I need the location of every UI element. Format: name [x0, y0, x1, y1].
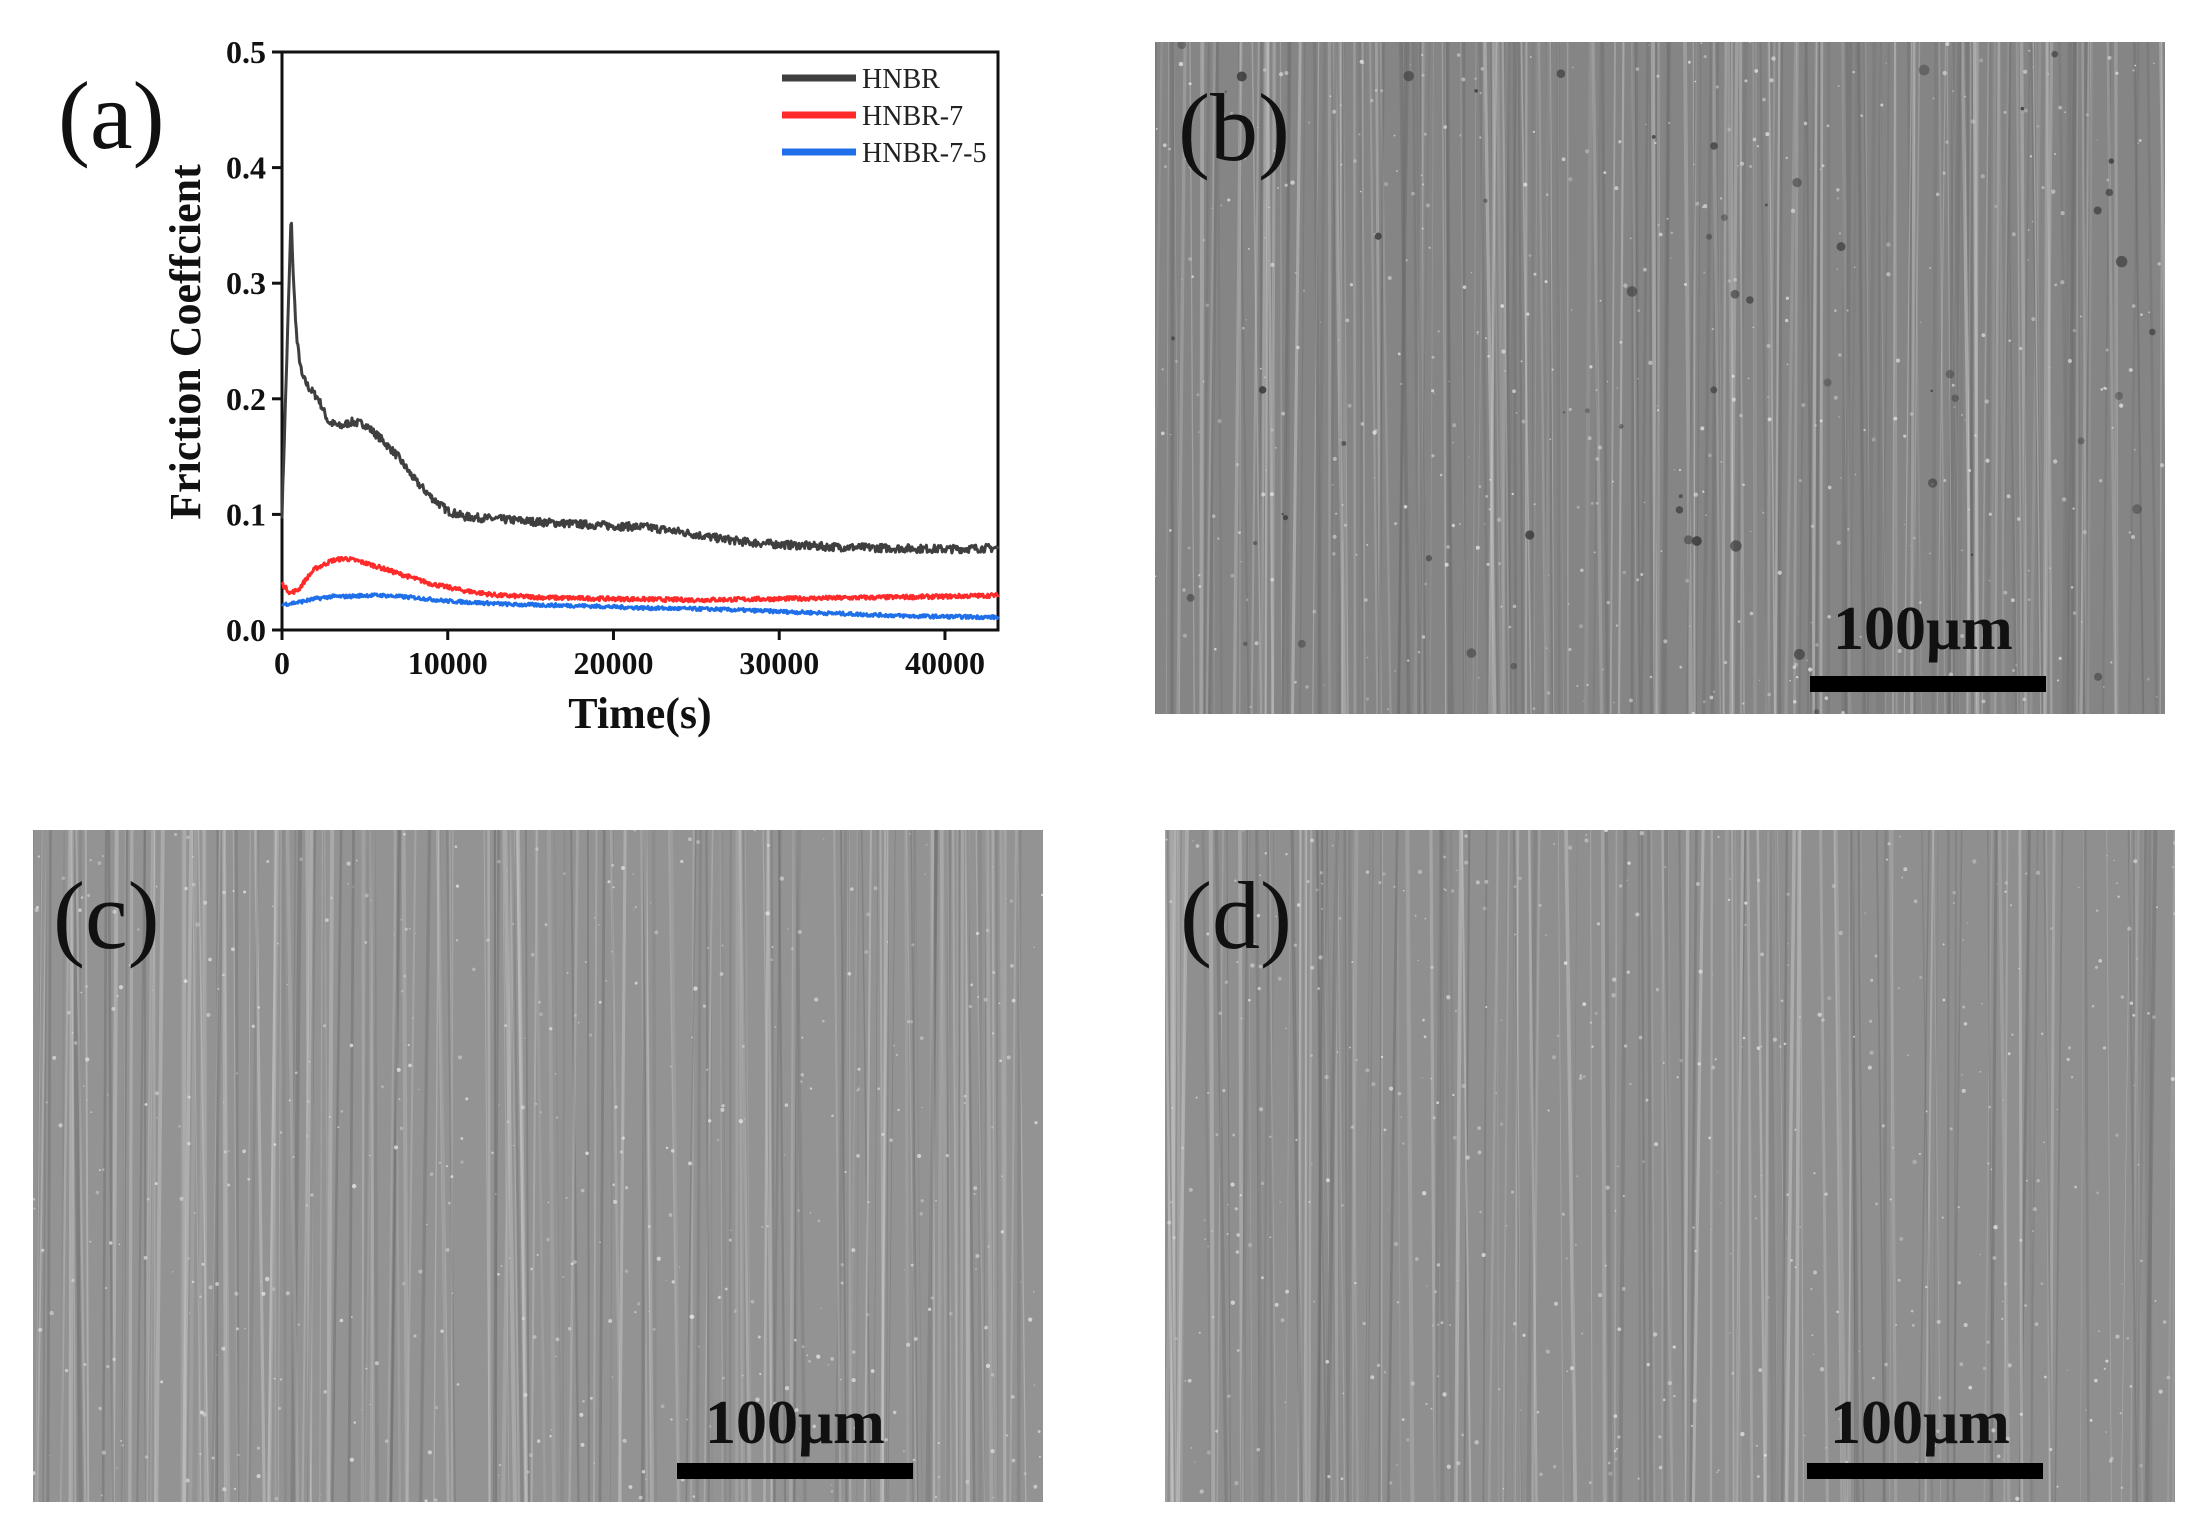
- panel-label-d: (d): [1180, 862, 1292, 969]
- y-tick-label: 0.2: [226, 381, 266, 417]
- scale-bar-d: [1807, 1463, 2043, 1479]
- x-tick-label: 10000: [408, 645, 488, 681]
- plot-frame: [280, 50, 1000, 632]
- x-tick-label: 30000: [739, 645, 819, 681]
- series-line-hnbr: [280, 221, 1000, 555]
- panel-label-b: (b): [1178, 74, 1290, 181]
- y-axis-label: Friction Coeffcient: [161, 164, 210, 520]
- series-line-hnbr-7: [280, 555, 1000, 604]
- panel-label-c: (c): [53, 862, 160, 969]
- scale-bar-b: [1810, 676, 2046, 692]
- sem-image-c: [33, 830, 1043, 1502]
- scale-bar-label-b: 100μm: [1833, 595, 2013, 663]
- friction-coefficient-chart: 0 10000 20000 30000 400000.00.10.20.30.40.5 …: [161, 34, 1000, 738]
- y-tick-label: 0.4: [226, 150, 266, 186]
- sem-texture: [1165, 830, 2175, 1502]
- legend-label: HNBR-7-5: [862, 138, 986, 169]
- y-tick-label: 0.1: [226, 496, 266, 532]
- sem-texture: [1155, 42, 2165, 714]
- legend-label: HNBR: [862, 64, 940, 95]
- x-tick-label: 0: [274, 645, 290, 681]
- scale-bar-c: [677, 1463, 913, 1479]
- scale-bar-label-d: 100μm: [1830, 1389, 2010, 1457]
- y-tick-label: 0.0: [226, 612, 266, 648]
- x-tick-label: 40000: [905, 645, 985, 681]
- x-axis-label: Time(s): [568, 689, 711, 738]
- sem-image-d: [1165, 830, 2175, 1502]
- x-tick-label: 20000: [573, 645, 653, 681]
- panel-label-a: (a): [58, 62, 165, 169]
- sem-texture: [33, 830, 1043, 1502]
- scale-bar-label-c: 100μm: [705, 1389, 885, 1457]
- sem-image-b: [1155, 42, 2165, 714]
- y-tick-label: 0.3: [226, 265, 266, 301]
- y-tick-label: 0.5: [226, 34, 266, 70]
- legend-label: HNBR-7: [862, 101, 963, 132]
- series-line-hnbr-7-5: [281, 592, 1000, 621]
